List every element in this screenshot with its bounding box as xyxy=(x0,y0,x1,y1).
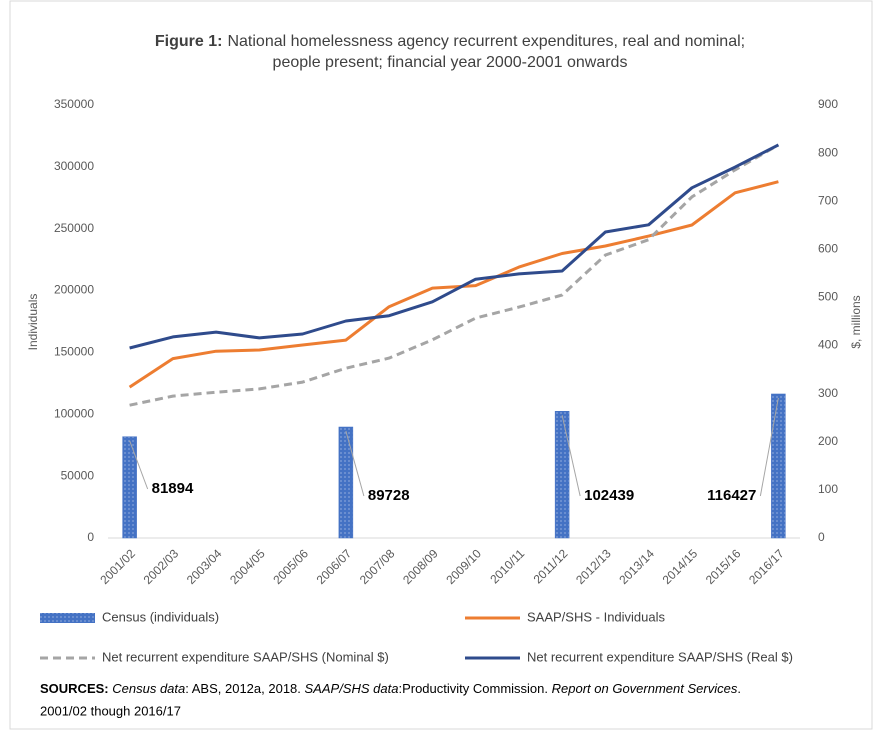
y2-tick-label: 100 xyxy=(818,482,838,496)
legend-label: Net recurrent expenditure SAAP/SHS (Nomi… xyxy=(102,649,389,664)
footnote-run: SAAP/SHS data xyxy=(305,681,399,696)
y-tick-label: 300000 xyxy=(54,159,94,173)
title-line: National homelessness agency recurrent e… xyxy=(227,33,745,50)
footnote-run: . xyxy=(737,681,741,696)
data-label: 81894 xyxy=(152,480,194,497)
y2-tick-label: 800 xyxy=(818,145,838,159)
y-tick-label: 100000 xyxy=(54,406,94,420)
chart-title: Figure 1: National homelessness agency re… xyxy=(155,33,745,50)
legend-label: SAAP/SHS - Individuals xyxy=(527,609,666,624)
line-series xyxy=(129,143,780,407)
footnote: 2001/02 though 2016/17 xyxy=(40,703,181,718)
data-label: 116427 xyxy=(707,487,756,504)
legend-label: Net recurrent expenditure SAAP/SHS (Real… xyxy=(527,649,793,664)
footnote: SOURCES: Census data: ABS, 2012a, 2018. … xyxy=(40,681,741,696)
y-tick-label: 150000 xyxy=(54,345,94,359)
title-prefix: Figure 1: xyxy=(155,33,223,50)
bar xyxy=(122,436,137,539)
leader-line xyxy=(561,415,581,497)
y2-tick-label: 600 xyxy=(818,242,838,256)
y-tick-label: 200000 xyxy=(54,283,94,297)
title-line: people present; financial year 2000-2001… xyxy=(273,54,628,71)
y-tick-label: 250000 xyxy=(54,221,94,235)
y-tick-label: 0 xyxy=(87,530,94,544)
panel xyxy=(9,0,873,730)
y2-tick-label: 400 xyxy=(818,338,838,352)
leader-line xyxy=(759,397,779,497)
y2-tick-label: 300 xyxy=(818,386,838,400)
legend-label: Census (individuals) xyxy=(102,609,219,624)
footnote-run: SOURCES: xyxy=(40,681,109,696)
bar xyxy=(554,411,570,539)
y-tick-label: 350000 xyxy=(54,97,94,111)
line-series xyxy=(128,180,779,389)
line-series xyxy=(129,143,780,350)
bar xyxy=(338,426,354,539)
y2-axis-label: $, millions xyxy=(849,295,863,348)
y2-tick-label: 0 xyxy=(818,530,825,544)
data-label: 102439 xyxy=(584,487,634,504)
data-label: 89728 xyxy=(368,487,410,504)
y-axis-label: Individuals xyxy=(26,294,40,351)
y2-tick-label: 900 xyxy=(818,97,838,111)
y2-tick-label: 700 xyxy=(818,193,838,207)
footnote-run: : ABS, 2012a, 2018. xyxy=(185,681,304,696)
footnote-run: Census data xyxy=(112,681,185,696)
footnote-run: Report on Government Services xyxy=(552,681,738,696)
y2-tick-label: 500 xyxy=(818,290,838,304)
footnote-run: :Productivity Commission. xyxy=(398,681,551,696)
bar xyxy=(771,393,786,539)
y2-tick-label: 200 xyxy=(818,434,838,448)
leader-line xyxy=(129,440,149,490)
y-tick-label: 50000 xyxy=(61,468,95,482)
leader-line xyxy=(345,430,365,497)
legend-swatch xyxy=(40,613,95,623)
